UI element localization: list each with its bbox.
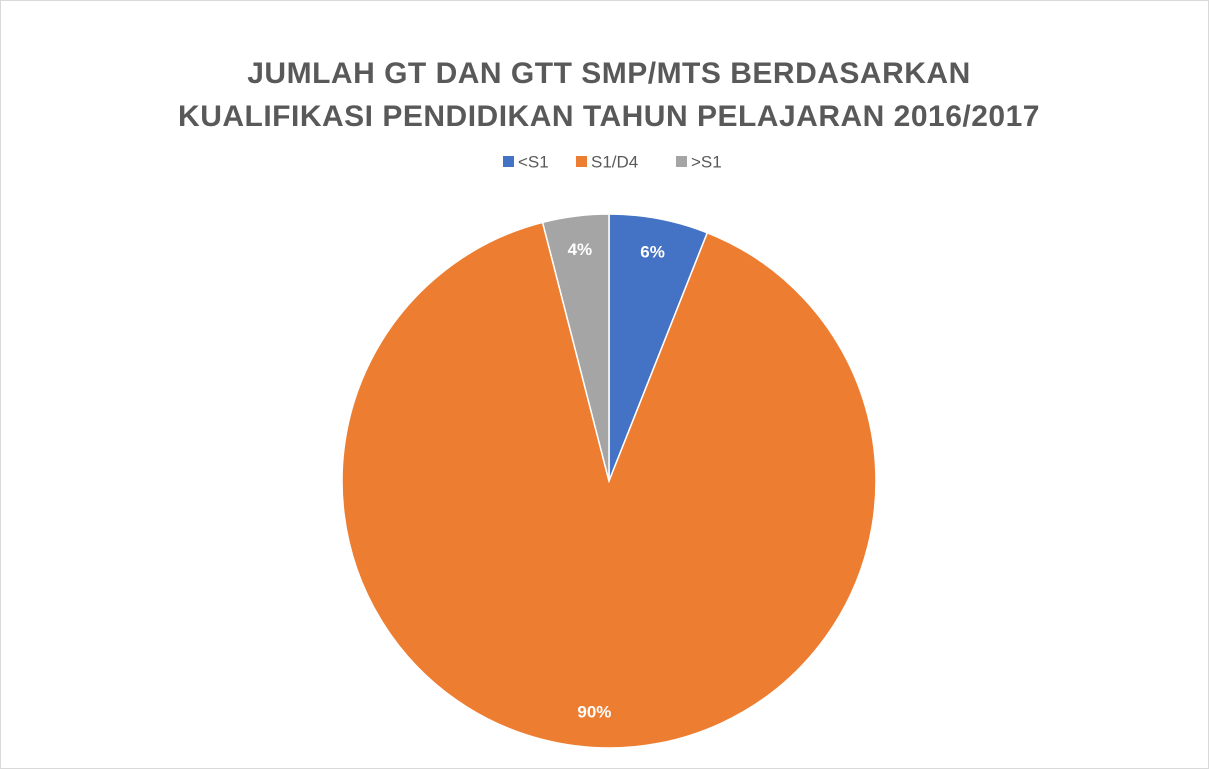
legend-swatch [503,156,514,167]
chart-title: KUALIFIKASI PENDIDIKAN TAHUN PELAJARAN 2… [178,100,1040,133]
chart-title: JUMLAH GT DAN GTT SMP/MTS BERDASARKAN [247,57,971,90]
legend-label: <S1 [518,152,549,171]
legend-label: S1/D4 [591,152,638,171]
legend-label: >S1 [691,152,722,171]
pie-slice [341,221,877,749]
data-label: 4% [568,240,593,259]
legend-swatch [676,156,687,167]
data-label: 6% [640,242,665,261]
pie-slice [541,213,610,482]
legend-swatch [576,156,587,167]
data-label: 90% [577,702,611,721]
